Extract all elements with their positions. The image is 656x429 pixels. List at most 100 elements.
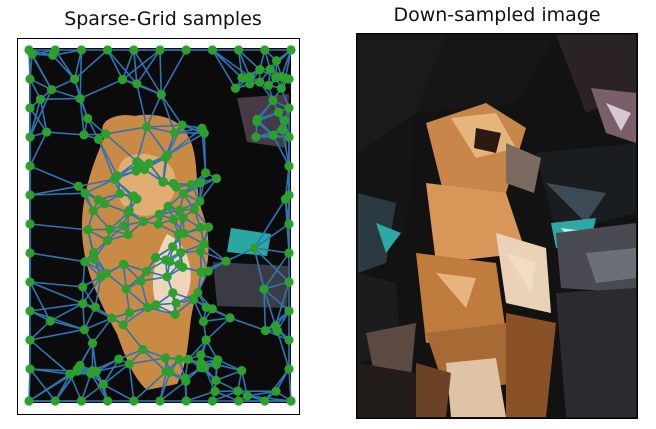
mesh-edge: [29, 223, 88, 231]
mesh-edge: [52, 49, 82, 57]
sample-point: [260, 45, 270, 55]
sample-point: [284, 103, 294, 113]
mesh-edge: [84, 317, 113, 331]
mesh-edge: [133, 49, 138, 84]
mesh-edge: [79, 78, 123, 100]
facet: [376, 223, 401, 253]
mesh-edge: [254, 247, 290, 254]
facet: [358, 193, 396, 273]
sample-point: [173, 229, 184, 239]
mesh-edge: [97, 139, 116, 180]
sample-point: [286, 45, 296, 55]
right-panel-title: Down-sampled image: [393, 4, 601, 26]
mesh-edge: [73, 49, 83, 80]
sample-point: [48, 50, 58, 60]
sample-point: [109, 174, 119, 184]
basket-left: [213, 262, 289, 308]
mesh-edge: [106, 49, 124, 80]
sample-point: [75, 93, 85, 104]
mesh-edge: [160, 49, 187, 95]
mesh-edge: [29, 368, 56, 402]
mesh-edge: [29, 165, 79, 188]
sample-point: [151, 300, 161, 310]
mesh-edge: [225, 247, 255, 262]
mesh-edge: [159, 49, 163, 95]
sample-point: [102, 235, 113, 246]
sample-point: [132, 156, 142, 167]
sample-point: [83, 113, 93, 124]
sample-point: [193, 288, 203, 298]
sample-point: [207, 304, 217, 314]
mesh-edge: [78, 178, 115, 188]
sample-point: [93, 134, 104, 145]
sample-point: [118, 320, 128, 330]
sample-point: [233, 386, 243, 396]
mesh-edge: [129, 357, 166, 365]
mesh-edge: [199, 172, 207, 202]
sample-point: [196, 363, 206, 373]
sample-point: [25, 190, 35, 200]
sample-point: [118, 221, 128, 231]
downsampled-facets: [358, 35, 636, 417]
mesh-edge: [122, 324, 144, 351]
sample-point: [196, 350, 206, 360]
sample-point: [195, 196, 205, 206]
mesh-edge: [51, 88, 81, 100]
mesh-edge: [263, 252, 290, 290]
mesh-edge: [159, 371, 171, 402]
sample-point: [271, 73, 281, 83]
mesh-edge: [106, 49, 138, 85]
sample-point: [175, 205, 185, 215]
sample-point: [268, 130, 278, 140]
mesh-edge: [69, 373, 83, 402]
sample-point: [142, 122, 152, 132]
sample-point: [25, 277, 35, 287]
sample-point: [42, 127, 52, 137]
sample-point: [162, 150, 172, 160]
sample-point: [131, 166, 141, 176]
sample-point: [165, 256, 175, 267]
sample-point: [183, 354, 193, 364]
mesh-edge: [211, 49, 251, 78]
sample-point: [242, 391, 252, 401]
mesh-edge: [146, 126, 175, 134]
facet: [446, 358, 506, 417]
sample-point: [181, 376, 191, 386]
sample-point: [255, 65, 265, 75]
sample-point: [79, 324, 89, 335]
sample-point: [168, 288, 178, 298]
mesh-edge: [31, 53, 53, 91]
sample-point: [115, 189, 125, 199]
sample-point: [252, 117, 262, 127]
sample-point: [178, 262, 188, 272]
sample-point: [170, 309, 180, 319]
mesh-edge: [133, 370, 167, 402]
sample-point: [114, 354, 124, 364]
mesh-edge: [49, 302, 84, 322]
mesh-edge: [133, 49, 162, 95]
sample-point: [174, 354, 184, 365]
sample-point: [124, 308, 134, 318]
mesh-edge: [52, 54, 76, 80]
sample-point: [24, 396, 34, 406]
sample-point: [245, 79, 255, 89]
mesh-edge: [102, 363, 130, 386]
sample-point: [155, 396, 165, 406]
mesh-edge: [122, 306, 149, 326]
sample-point: [25, 161, 35, 171]
sample-point: [129, 45, 139, 55]
sample-point: [168, 214, 178, 224]
sample-point: [181, 45, 191, 55]
mesh-edge: [281, 129, 290, 167]
facet: [436, 273, 476, 308]
mesh-edge: [160, 94, 183, 126]
facet: [358, 363, 426, 417]
mesh-edge: [29, 281, 51, 322]
facet: [556, 288, 636, 417]
mesh-edge: [229, 317, 266, 332]
facet: [506, 253, 536, 293]
sample-point: [70, 74, 80, 84]
mesh-edge: [203, 243, 227, 262]
sample-point: [117, 74, 128, 85]
mesh-edge: [40, 97, 81, 101]
